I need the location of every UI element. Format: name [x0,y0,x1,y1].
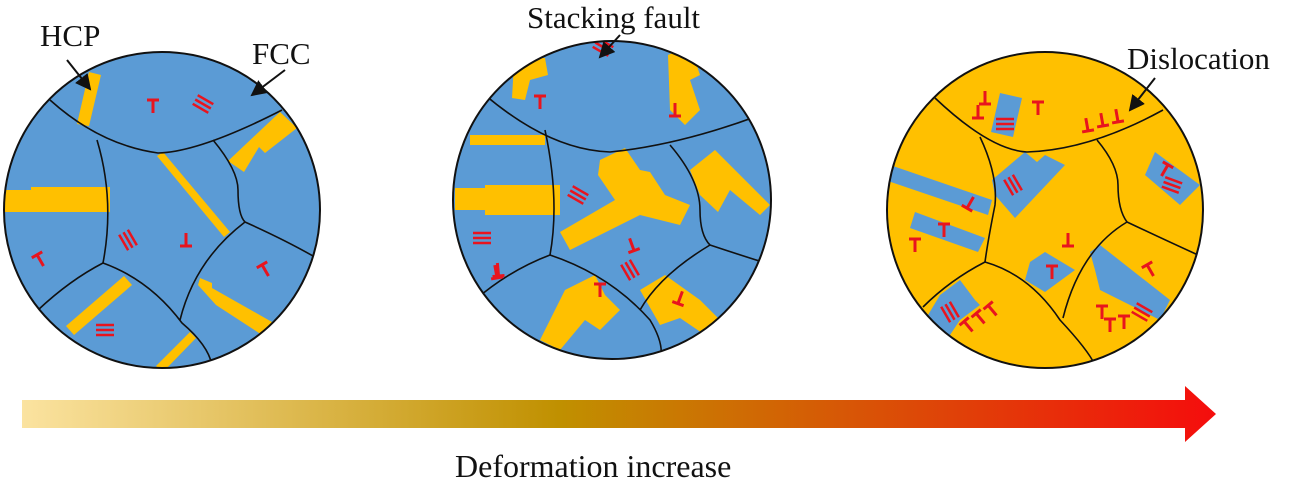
stacking-fault-symbol [940,301,960,323]
defects [909,91,1183,333]
dislocation-symbol [1104,317,1116,332]
panel-medium-deformation [452,40,772,360]
grain-outline [3,51,321,369]
stacking-fault-symbol [118,229,138,251]
dislocation-symbol [627,237,641,255]
dislocation-symbol [1062,233,1074,248]
dislocation-symbol [1160,160,1174,177]
stacking-fault-symbol [1161,176,1183,194]
dislocation-symbol [671,290,685,308]
grain-outline [886,51,1204,369]
grain-boundaries [37,99,314,366]
fcc-matrix [4,52,320,368]
caption-deformation-increase: Deformation increase [455,448,732,484]
dislocation-symbol [1081,117,1095,134]
dislocation-symbol [970,308,986,325]
grain-boundaries [922,97,1199,366]
dislocation-symbol [256,260,270,277]
dislocation-symbol [961,196,975,213]
stacking-fault-symbol [96,323,114,337]
stacking-fault-symbol [1131,302,1153,322]
fcc-matrix [453,41,771,359]
dislocation-symbol [1096,112,1110,129]
fcc-pointer-arrow [250,69,286,97]
dislocation-symbol [180,233,192,248]
dislocation-symbol [979,91,991,106]
dislocation-symbol [31,250,45,267]
stacking-fault-label: Stacking fault [527,0,701,35]
stacking-fault-symbol [192,94,214,114]
defects [31,94,270,337]
dislocation-symbol [1111,108,1125,125]
hcp-label: HCP [40,18,101,53]
dislocation-symbol [972,105,984,120]
grain-outline [452,40,772,360]
dislocation-symbol [909,237,921,252]
dislocation-symbol [1096,304,1108,319]
stacking-fault-symbol [567,185,589,205]
stacking-fault-symbol [473,231,491,245]
stacking-fault-symbol [996,117,1014,131]
dislocation-symbol [1032,100,1044,115]
dislocation-symbol [147,98,159,113]
deformation-gradient-arrow [22,386,1216,442]
dislocation-symbol [594,282,606,297]
dislocation-symbol [1118,314,1130,329]
stacking-fault-symbol [1003,174,1023,196]
fcc-label: FCC [252,36,311,71]
panel-high-deformation [886,51,1204,369]
dislocation-symbol [938,222,950,237]
panel-low-deformation [3,51,321,369]
hcp-pointer-arrow [66,59,92,91]
stacking-fault-symbol [620,259,640,281]
stacking-fault-pointer-arrow [598,34,621,59]
dislocation-symbol [1046,264,1058,279]
dislocation-symbol [534,94,546,109]
dislocation-pointer-arrow [1128,77,1156,112]
dislocation-symbol [1141,260,1155,277]
dislocation-symbol [958,316,974,333]
dislocation-symbol [669,103,681,118]
dislocation-symbol [492,262,505,278]
dislocation-label: Dislocation [1127,41,1270,76]
dislocation-symbol [982,300,998,317]
hcp-phases [4,72,297,368]
